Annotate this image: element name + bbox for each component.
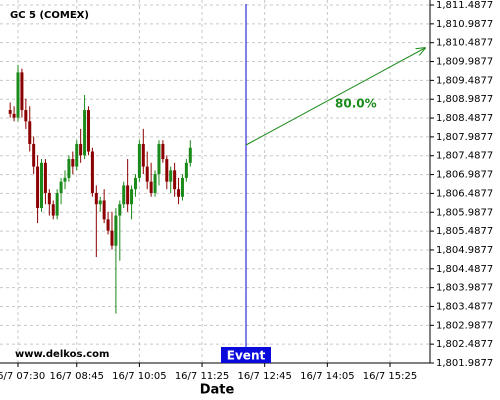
y-tick-label: 1,810.9877 <box>436 19 493 30</box>
candle-body <box>118 204 122 216</box>
candles <box>8 64 192 314</box>
candle-body <box>12 113 16 118</box>
y-tick-label: 1,806.4877 <box>436 188 493 199</box>
y-tick-label: 1,803.9877 <box>436 283 493 294</box>
y-tick-label: 1,806.9877 <box>436 170 493 181</box>
candle-body <box>79 143 83 156</box>
candle-body <box>86 110 90 152</box>
candle-body <box>130 189 134 205</box>
candle-body <box>149 181 153 193</box>
x-tick-label: 16/7 10:05 <box>112 371 166 382</box>
y-tick-label: 1,807.4877 <box>436 151 493 162</box>
candle-body <box>137 143 141 178</box>
candle-body <box>83 110 87 156</box>
candle-body <box>75 143 79 167</box>
candle-body <box>173 170 177 190</box>
x-tick-label: 16/7 15:25 <box>363 371 417 382</box>
y-tick-label: 1,804.9877 <box>436 245 493 256</box>
candle-body <box>102 200 106 220</box>
candle-body <box>63 177 67 182</box>
candle-body <box>24 110 28 122</box>
candle-body <box>71 159 75 167</box>
candle-body <box>141 143 145 167</box>
y-tick-label: 1,811.4877 <box>436 0 493 11</box>
candle-body <box>67 159 71 178</box>
candle-body <box>8 110 12 114</box>
y-tick-label: 1,803.4877 <box>436 301 493 312</box>
y-tick-label: 1,802.9877 <box>436 320 493 331</box>
candle-body <box>94 192 98 205</box>
candle-body <box>55 192 59 216</box>
candle-body <box>106 219 110 231</box>
candle-body <box>20 72 24 111</box>
candle-body <box>16 72 20 118</box>
x-tick-label: 16/7 07:30 <box>0 371 45 382</box>
candle-body <box>51 204 55 216</box>
annotation: 80.0% <box>335 97 377 111</box>
x-tick-label: 16/7 11:25 <box>175 371 229 382</box>
candle-body <box>126 185 130 205</box>
x-tick-label: 16/7 14:05 <box>300 371 354 382</box>
forecast-arrow <box>245 48 425 146</box>
candle-body <box>157 143 161 175</box>
candle-body <box>110 230 114 246</box>
candle-body <box>47 192 51 205</box>
x-tick-label: 16/7 08:45 <box>50 371 104 382</box>
y-tick-label: 1,805.9877 <box>436 207 493 218</box>
y-tick-label: 1,804.4877 <box>436 264 493 275</box>
candle-body <box>122 185 126 205</box>
event-box <box>221 347 271 363</box>
candle-body <box>90 151 94 193</box>
candle-body <box>59 181 63 193</box>
candle-body <box>114 215 118 246</box>
x-tick-label: 16/7 12:45 <box>237 371 291 382</box>
x-axis-title: Date <box>200 383 235 398</box>
y-tick-label: 1,808.4877 <box>436 113 493 124</box>
candle-body <box>39 162 43 209</box>
candle-body <box>153 174 157 193</box>
candle-body <box>98 200 102 205</box>
y-tick-label: 1,802.4877 <box>436 339 493 350</box>
candle-body <box>177 189 181 197</box>
event-label: Event <box>227 349 266 363</box>
y-tick-label: 1,805.4877 <box>436 226 493 237</box>
candle-body <box>43 162 47 193</box>
y-tick-label: 1,810.4877 <box>436 38 493 49</box>
candle-body <box>161 143 165 160</box>
y-tick-label: 1,808.9877 <box>436 94 493 105</box>
candle-body <box>165 159 169 182</box>
y-tick-label: 1,809.9877 <box>436 57 493 68</box>
y-tick-label: 1,807.9877 <box>436 132 493 143</box>
y-tick-label: 1,809.4877 <box>436 75 493 86</box>
candle-body <box>36 166 40 209</box>
candle-body <box>188 147 192 163</box>
watermark: www.delkos.com <box>15 349 109 360</box>
candle-body <box>184 162 188 178</box>
candle-body <box>133 177 137 190</box>
candle-body <box>32 143 36 167</box>
chart-title: GC 5 (COMEX) <box>10 10 89 21</box>
y-tick-label: 1,801.9877 <box>436 358 493 369</box>
candle-body <box>28 121 32 144</box>
candle-body <box>169 170 173 182</box>
candle-body <box>180 177 184 197</box>
candle-body <box>145 166 149 182</box>
